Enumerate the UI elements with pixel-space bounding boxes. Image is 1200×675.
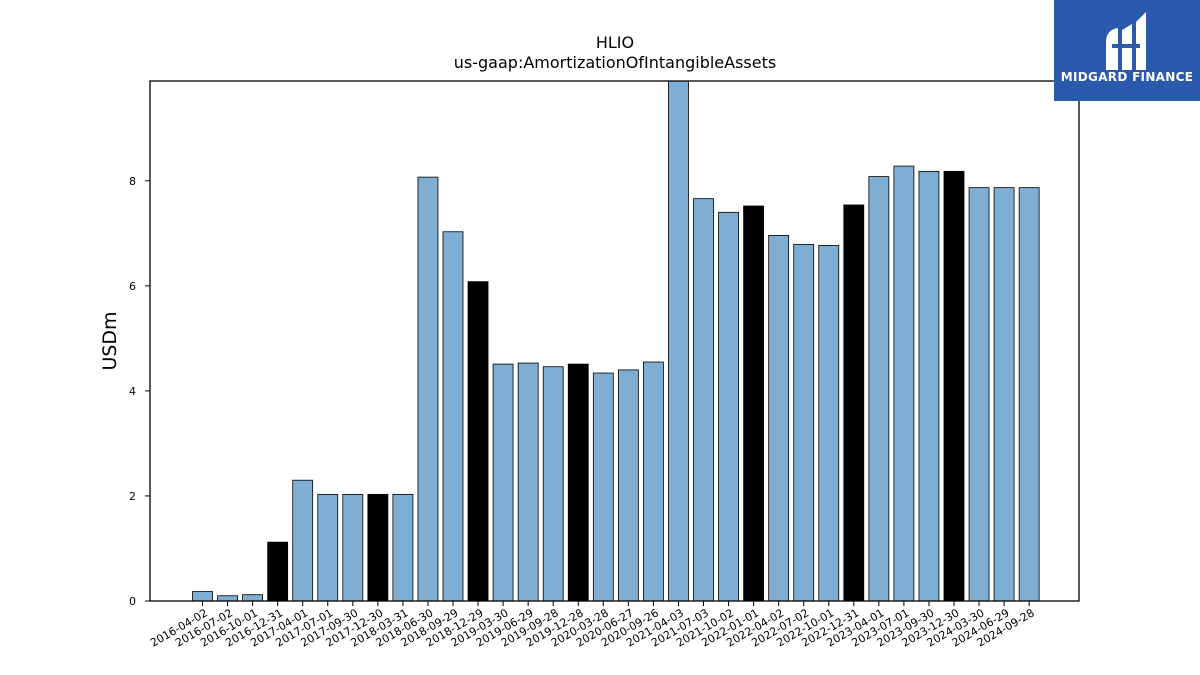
y-axis-label: USDm bbox=[99, 311, 121, 370]
bar-2022-10-01 bbox=[818, 244, 840, 602]
bar-2023-09-30 bbox=[918, 170, 940, 602]
bar-2016-10-01 bbox=[242, 594, 264, 602]
bar-2017-04-01 bbox=[292, 479, 314, 602]
bar-2023-07-01 bbox=[893, 165, 915, 602]
bar-2022-07-02 bbox=[793, 243, 815, 602]
bar-2020-09-26 bbox=[643, 361, 664, 602]
bar-2018-03-31 bbox=[392, 493, 414, 602]
y-tick-label: 0 bbox=[129, 595, 136, 608]
bar-2024-03-30 bbox=[968, 187, 990, 602]
chart-title: HLIO bbox=[596, 33, 634, 52]
logo-text: MIDGARD FINANCE bbox=[1061, 70, 1193, 84]
bar-2023-12-30 bbox=[943, 170, 965, 602]
bar-2021-07-03 bbox=[693, 198, 714, 602]
bars-group bbox=[192, 80, 1040, 602]
y-tick-label: 8 bbox=[129, 175, 136, 188]
bar-2018-12-29 bbox=[467, 281, 489, 602]
y-tick-label: 4 bbox=[129, 385, 136, 398]
bar-2021-04-03 bbox=[668, 80, 689, 602]
bar-2023-04-01 bbox=[868, 176, 890, 602]
bar-2024-06-29 bbox=[993, 187, 1015, 602]
bar-2019-03-30 bbox=[492, 363, 514, 602]
plot-frame bbox=[149, 80, 1080, 602]
logo-badge: MIDGARD FINANCE bbox=[1054, 0, 1200, 101]
bar-2021-10-02 bbox=[718, 211, 739, 602]
y-tick-label: 6 bbox=[129, 280, 136, 293]
y-tick-label: 2 bbox=[129, 490, 136, 503]
bar-2019-06-29 bbox=[517, 362, 539, 602]
bar-2017-07-01 bbox=[317, 493, 339, 602]
bar-2022-04-02 bbox=[768, 235, 790, 602]
bar-2018-06-30 bbox=[417, 176, 439, 602]
bar-2016-12-31 bbox=[267, 541, 289, 602]
bar-2019-09-28 bbox=[542, 366, 564, 602]
bar-2022-01-01 bbox=[743, 205, 764, 602]
x-axis: 2016-04-022016-07-022016-10-012016-12-31… bbox=[148, 601, 1037, 650]
bar-2019-12-28 bbox=[567, 363, 589, 602]
bar-2016-07-02 bbox=[217, 595, 238, 602]
bar-2022-12-31 bbox=[843, 204, 865, 602]
bar-2020-03-28 bbox=[592, 372, 614, 602]
y-axis: 0 2 4 6 8 bbox=[129, 175, 150, 608]
logo-mark-icon bbox=[1106, 12, 1146, 70]
bar-2017-12-30 bbox=[367, 493, 389, 602]
bar-2020-06-27 bbox=[617, 369, 639, 602]
bar-2024-09-28 bbox=[1018, 187, 1040, 602]
bar-2017-09-30 bbox=[342, 493, 364, 602]
bar-2018-09-29 bbox=[442, 231, 464, 602]
bar-2016-04-02 bbox=[192, 591, 213, 602]
chart-subtitle: us-gaap:AmortizationOfIntangibleAssets bbox=[454, 53, 776, 72]
